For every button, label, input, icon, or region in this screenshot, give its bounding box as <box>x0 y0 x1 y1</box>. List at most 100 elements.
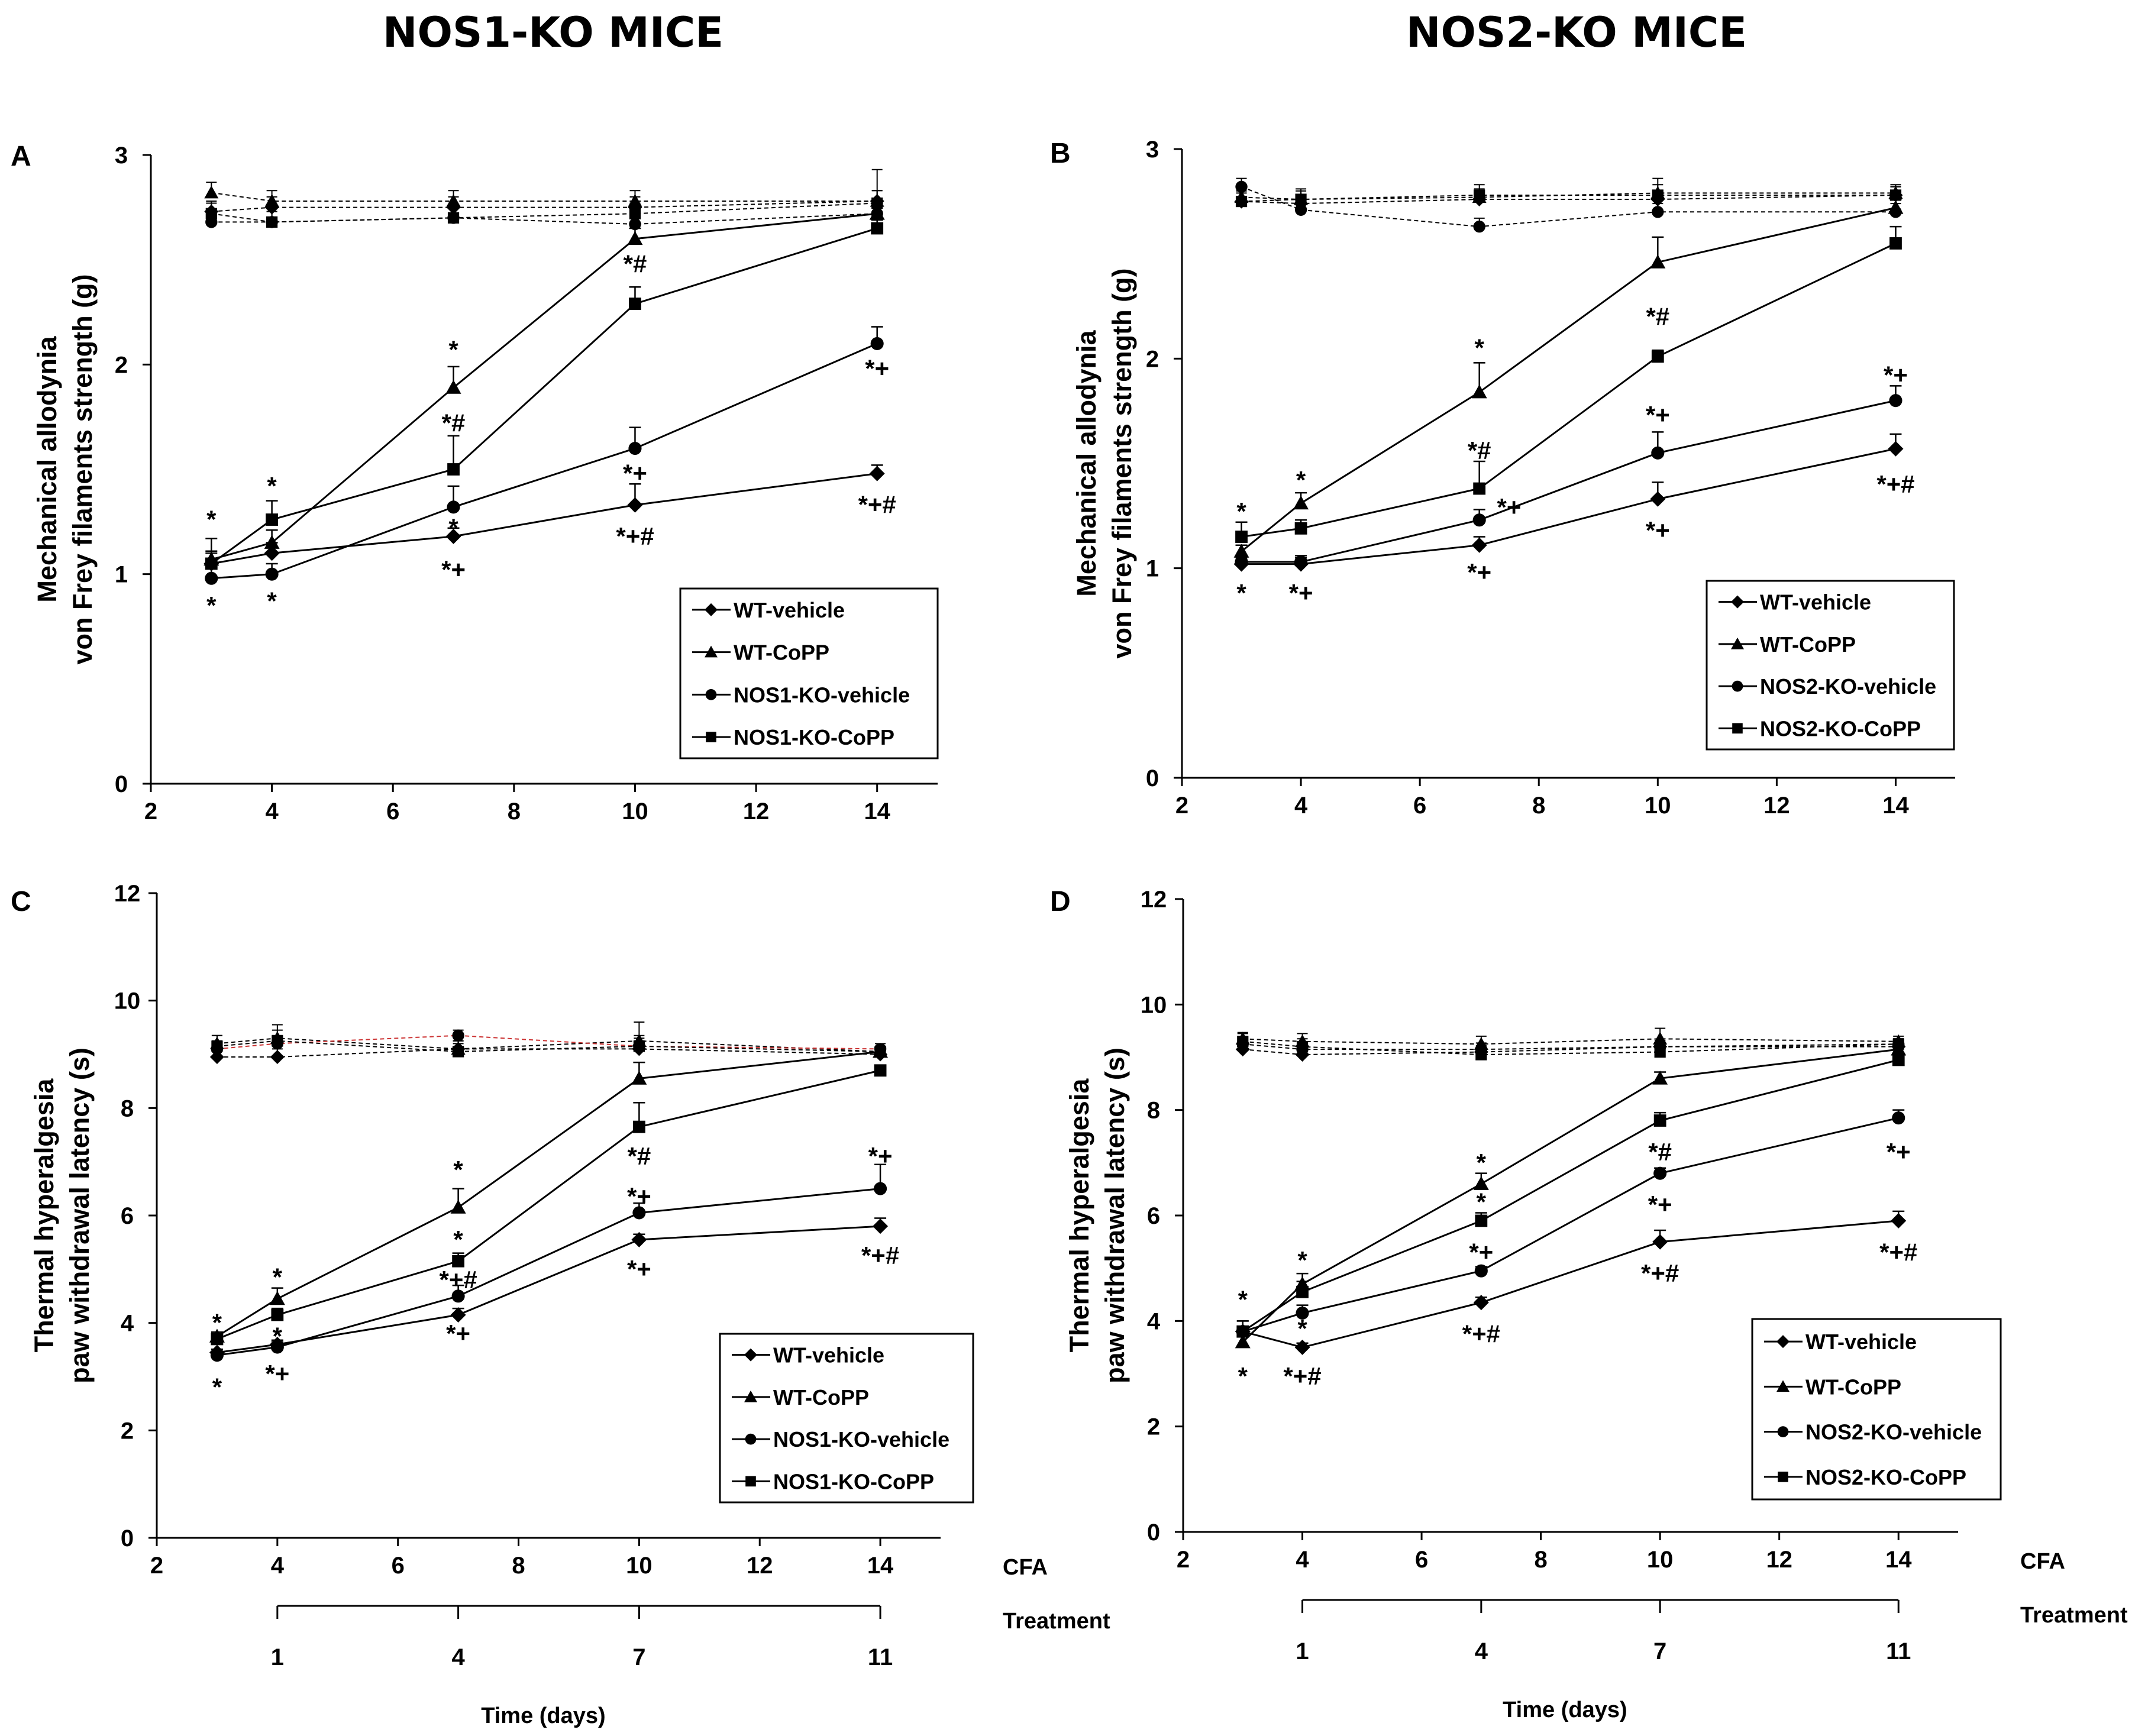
data-point-nos1-ko-copp <box>211 1333 224 1346</box>
baseline-point-nos2-ko-copp <box>1235 195 1248 208</box>
y-tick-label: 0 <box>1146 765 1159 791</box>
y-tick-label: 10 <box>1141 992 1167 1018</box>
significance-label: *+ <box>627 1255 651 1283</box>
data-point-nos2-ko-copp <box>1294 522 1307 535</box>
y-axis-title: paw withdrawal latency (s) <box>64 1048 95 1383</box>
baseline-point-wt-vehicle <box>270 1050 285 1065</box>
data-point-nos1-ko-copp <box>271 1308 284 1321</box>
y-tick-label: 3 <box>1146 137 1159 163</box>
data-point-wt-vehicle <box>445 528 461 544</box>
series-line-nos2-ko-vehicle <box>1242 1117 1899 1333</box>
significance-label: * <box>1238 1362 1248 1390</box>
data-point-nos1-ko-vehicle <box>210 1349 224 1362</box>
y-tick-label: 6 <box>1147 1203 1160 1229</box>
data-point-nos1-ko-vehicle <box>451 1289 465 1303</box>
legend-marker-wt-copp <box>744 1390 757 1402</box>
y-tick-label: 8 <box>1147 1098 1160 1124</box>
significance-label: *+# <box>1462 1320 1500 1348</box>
data-point-wt-vehicle <box>1650 491 1666 507</box>
significance-label: *+ <box>1646 516 1670 544</box>
y-axis-title: paw withdrawal latency (s) <box>1100 1048 1130 1383</box>
y-tick-label: 12 <box>1141 887 1167 913</box>
legend-label-nos2-ko-copp: NOS2-KO-CoPP <box>1760 716 1921 741</box>
significance-label: *+ <box>1469 1238 1493 1266</box>
significance-label: *# <box>1468 437 1491 464</box>
significance-label: * <box>453 1156 463 1184</box>
legend-label-nos2-ko-copp: NOS2-KO-CoPP <box>1805 1465 1966 1489</box>
y-tick-label: 6 <box>121 1203 134 1229</box>
legend-label-nos1-ko-vehicle: NOS1-KO-vehicle <box>773 1427 949 1451</box>
y-tick-label: 2 <box>115 352 128 378</box>
data-point-nos2-ko-vehicle <box>1294 555 1308 569</box>
significance-label: *+ <box>1467 558 1491 586</box>
legend-marker-wt-vehicle <box>1776 1335 1790 1349</box>
series-line-nos2-ko-vehicle <box>1241 399 1896 563</box>
data-point-nos1-ko-copp <box>447 463 460 476</box>
significance-label: * <box>448 514 458 542</box>
data-point-wt-vehicle <box>873 1218 889 1234</box>
legend-label-wt-vehicle: WT-vehicle <box>1760 590 1871 615</box>
data-point-wt-vehicle <box>450 1307 466 1323</box>
baseline-point-nos2-ko-copp <box>1652 189 1664 201</box>
data-point-wt-copp <box>1471 384 1487 399</box>
significance-label: * <box>1477 1149 1487 1176</box>
treatment-tick-label: 1 <box>271 1644 284 1670</box>
data-point-nos1-ko-copp <box>205 557 218 570</box>
data-point-wt-vehicle <box>631 1231 647 1247</box>
baseline-point-nos1-ko-copp <box>266 216 278 228</box>
y-tick-label: 1 <box>115 562 128 588</box>
treatment-tick-label: 7 <box>632 1644 645 1670</box>
significance-label: *# <box>1648 1138 1672 1166</box>
data-point-nos2-ko-vehicle <box>1474 1264 1488 1278</box>
data-point-nos2-ko-copp <box>1236 1325 1249 1338</box>
x-tick-label: 14 <box>1882 793 1909 819</box>
significance-label: * <box>1297 1315 1307 1343</box>
data-point-nos2-ko-vehicle <box>1889 394 1902 408</box>
series-line-wt-copp <box>1241 206 1896 552</box>
legend-label-wt-copp: WT-CoPP <box>1805 1375 1901 1399</box>
data-point-nos1-ko-copp <box>629 298 641 310</box>
title-nos1-ko-mice: NOS1-KO MICE <box>382 8 724 57</box>
baseline-line-nos1-ko-vehicle <box>211 213 877 225</box>
data-point-nos2-ko-vehicle <box>1892 1111 1905 1125</box>
data-point-wt-vehicle <box>1294 1339 1310 1355</box>
x-tick-label: 4 <box>1294 793 1308 819</box>
treatment-label: Treatment <box>2020 1603 2128 1628</box>
data-point-nos1-ko-copp <box>632 1120 645 1133</box>
x-tick-label: 12 <box>747 1553 773 1579</box>
legend-marker-wt-vehicle <box>1731 595 1744 609</box>
baseline-point-nos2-ko-copp <box>1474 189 1485 201</box>
legend-label-nos2-ko-vehicle: NOS2-KO-vehicle <box>1760 674 1936 699</box>
baseline-point-wt-copp <box>446 193 461 207</box>
x-tick-label: 4 <box>265 799 279 825</box>
data-point-nos2-ko-vehicle <box>1653 1166 1667 1180</box>
data-point-nos2-ko-vehicle <box>1296 1306 1309 1320</box>
x-tick-label: 2 <box>1175 793 1188 819</box>
x-tick-label: 8 <box>512 1553 525 1579</box>
baseline-point-nos2-ko-vehicle <box>1652 206 1664 218</box>
significance-label: *# <box>628 1142 651 1170</box>
treatment-tick-label: 7 <box>1653 1638 1666 1664</box>
x-tick-label: 6 <box>1415 1547 1428 1573</box>
significance-label: *+ <box>627 1182 651 1210</box>
significance-label: *+# <box>1876 470 1914 498</box>
data-point-nos2-ko-copp <box>1235 531 1248 543</box>
significance-label: *+ <box>1887 1138 1911 1166</box>
data-point-nos1-ko-copp <box>266 513 279 526</box>
data-point-wt-vehicle <box>1471 537 1487 553</box>
x-tick-label: 12 <box>743 799 770 825</box>
legend-marker-nos1-ko-copp <box>706 732 716 742</box>
data-point-nos1-ko-vehicle <box>632 1206 646 1220</box>
baseline-point-nos1-ko-copp <box>447 212 460 224</box>
baseline-line-wt-vehicle <box>1241 194 1896 205</box>
significance-label: * <box>206 591 217 619</box>
data-point-nos2-ko-copp <box>1889 237 1902 250</box>
baseline-point-nos2-ko-copp <box>1295 193 1307 205</box>
significance-label: *+# <box>861 1242 899 1269</box>
y-tick-label: 0 <box>115 771 128 797</box>
y-tick-label: 0 <box>121 1525 134 1551</box>
y-axis-title: Mechanical allodynia <box>1071 329 1102 596</box>
